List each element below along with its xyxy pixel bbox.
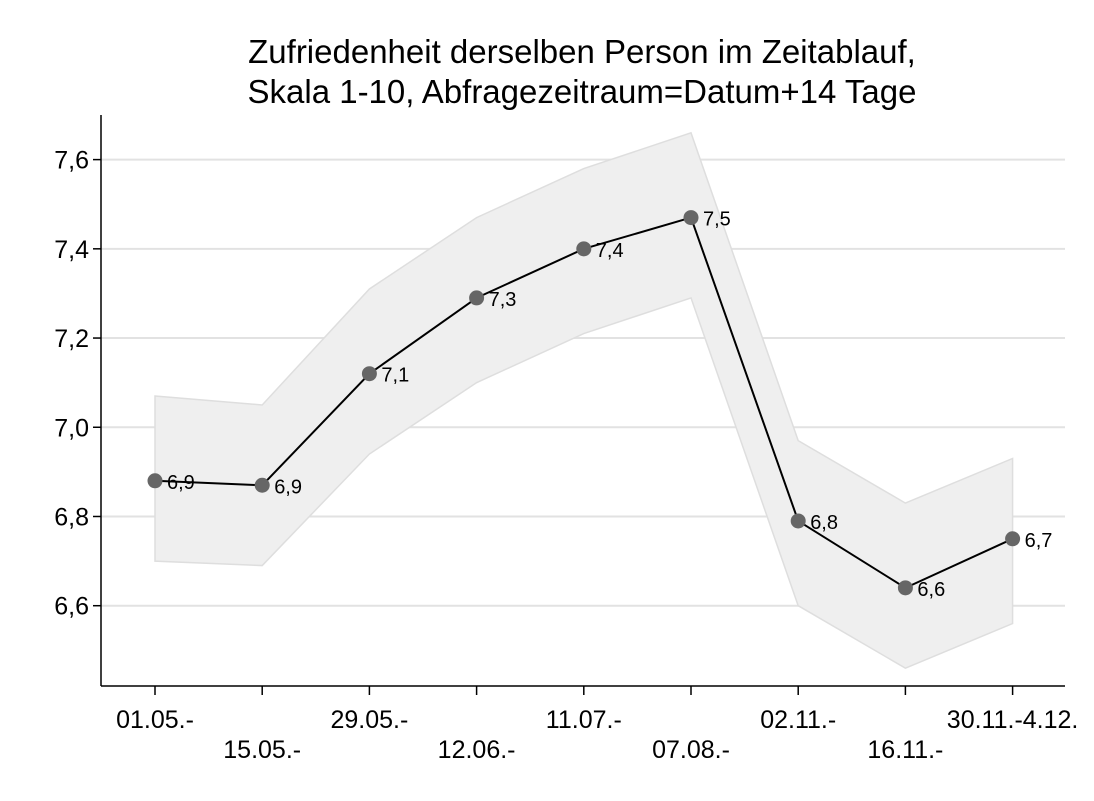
y-tick-labels: 6,6 6,8 7,0 7,2 7,4 7,6 bbox=[54, 147, 89, 621]
x-tick-label: 07.08.- bbox=[652, 736, 730, 764]
y-tick-label: 7,0 bbox=[54, 414, 89, 442]
data-points bbox=[147, 210, 1021, 596]
data-label: 7,1 bbox=[381, 365, 409, 387]
axes bbox=[93, 115, 1065, 695]
x-tick-label: 29.05.- bbox=[330, 706, 408, 734]
data-label: 7,4 bbox=[596, 240, 624, 262]
x-tick-labels: 01.05.- 15.05.- 29.05.- 12.06.- 11.07.- 07.08… bbox=[116, 706, 1078, 764]
data-point bbox=[147, 473, 163, 489]
data-point bbox=[469, 290, 485, 306]
data-point bbox=[683, 210, 699, 226]
data-point bbox=[790, 513, 806, 529]
data-label: 7,5 bbox=[703, 209, 731, 231]
y-tick-label: 7,2 bbox=[54, 325, 89, 353]
y-tick-label: 7,4 bbox=[54, 236, 89, 264]
x-tick-label: 11.07.- bbox=[546, 706, 622, 734]
x-tick-label: 02.11.- bbox=[760, 706, 836, 734]
x-tick-label: 12.06.- bbox=[438, 736, 516, 764]
data-point bbox=[1005, 531, 1021, 547]
x-tick-label: 15.05.- bbox=[223, 736, 301, 764]
data-point bbox=[361, 366, 377, 382]
chart-title-line-1: Zufriedenheit derselben Person im Zeitab… bbox=[248, 33, 916, 70]
data-point bbox=[897, 580, 913, 596]
data-label: 6,7 bbox=[1025, 530, 1053, 552]
data-point bbox=[576, 241, 592, 257]
data-point bbox=[254, 477, 270, 493]
confidence-band-group bbox=[154, 131, 1014, 669]
y-tick-label: 7,6 bbox=[54, 147, 89, 175]
x-tick-label: 01.05.- bbox=[116, 706, 194, 734]
x-tick-label: 30.11.-4.12. bbox=[947, 706, 1079, 734]
confidence-band bbox=[154, 131, 1014, 669]
y-tick-label: 6,8 bbox=[54, 503, 89, 531]
data-labels: 6,9 6,9 7,1 7,3 7,4 7,5 6,8 6,6 6,7 bbox=[167, 209, 1052, 601]
data-label: 6,8 bbox=[810, 512, 838, 534]
y-tick-label: 6,6 bbox=[54, 593, 89, 621]
data-label: 6,9 bbox=[274, 476, 302, 498]
x-tick-label: 16.11.- bbox=[867, 736, 943, 764]
data-label: 6,6 bbox=[917, 579, 945, 601]
data-label: 6,9 bbox=[167, 472, 195, 494]
chart-title-line-2: Skala 1-10, Abfragezeitraum=Datum+14 Tag… bbox=[248, 73, 917, 110]
data-label: 7,3 bbox=[489, 289, 517, 311]
